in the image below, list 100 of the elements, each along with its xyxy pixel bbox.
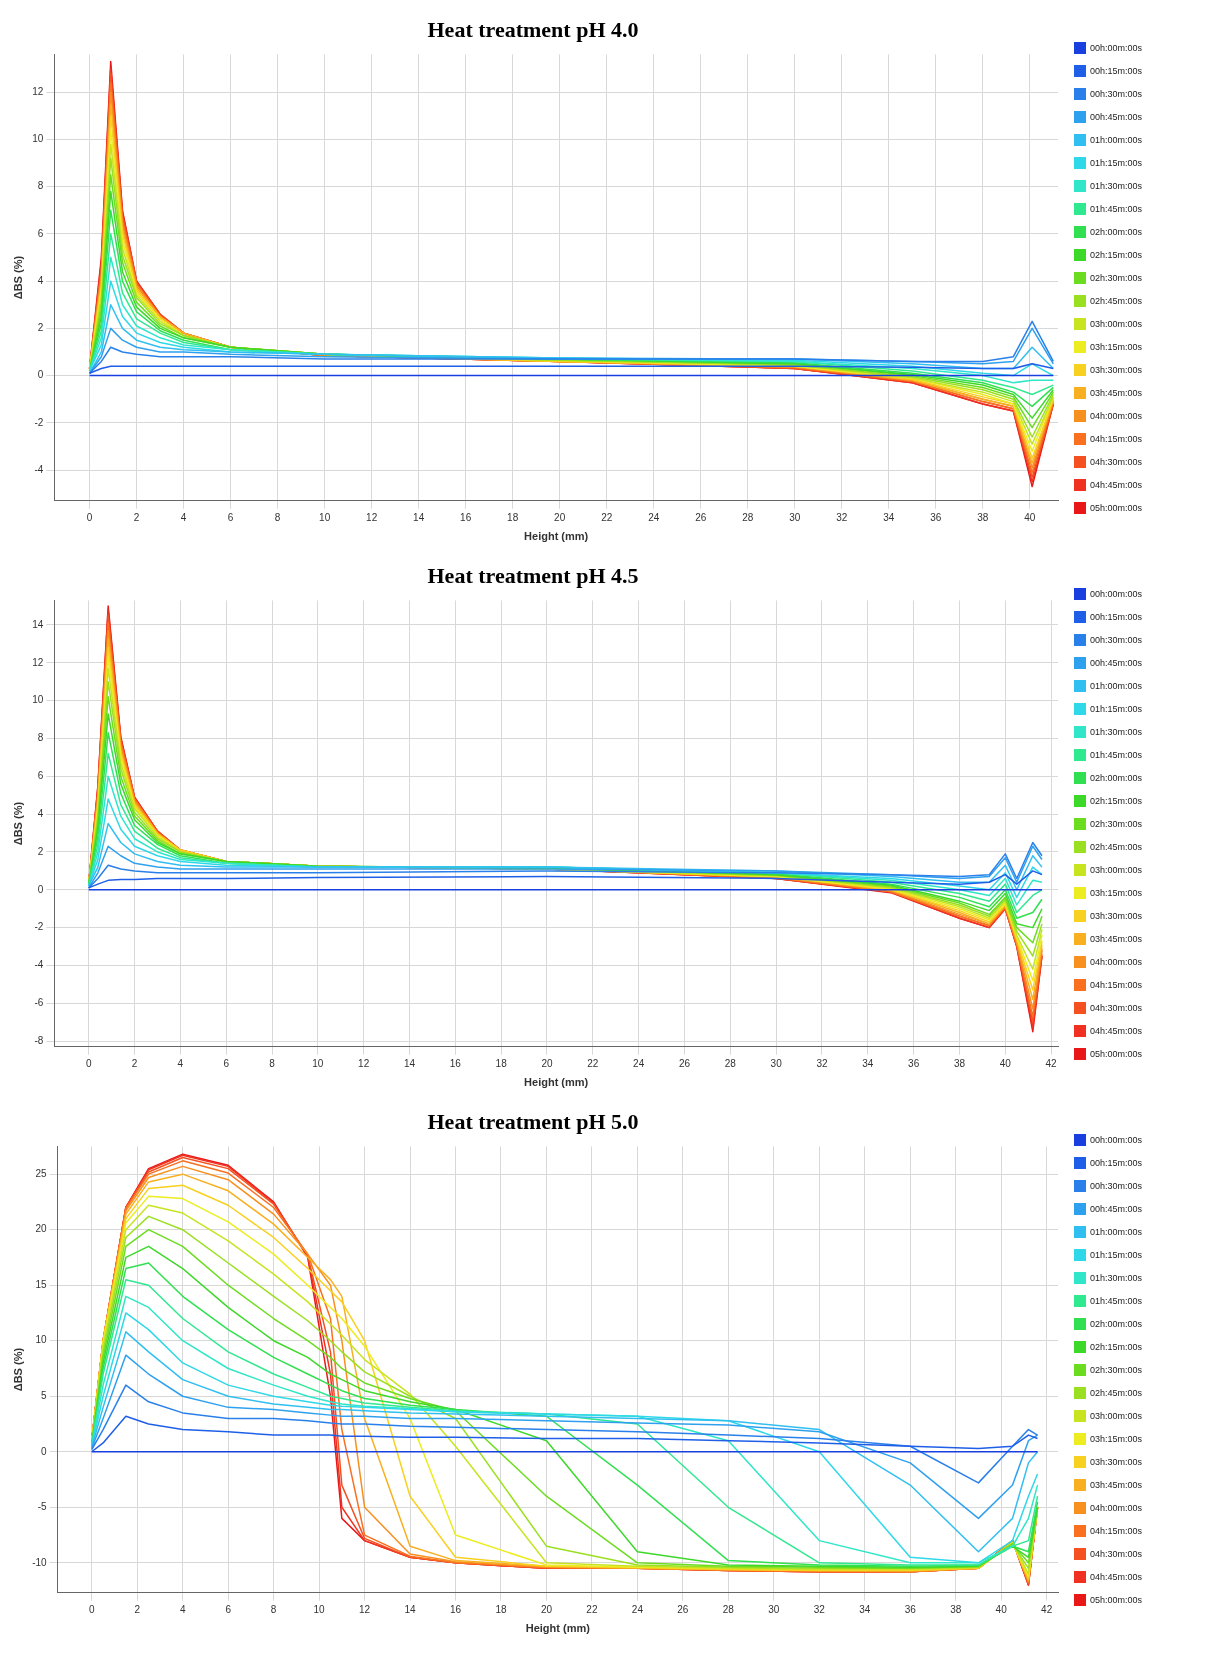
x-tick-label: 6: [227, 511, 234, 523]
legend-label: 00h:00m:00s: [1090, 1135, 1143, 1145]
legend-label: 03h:45m:00s: [1090, 934, 1143, 944]
y-tick-label: 15: [35, 1278, 48, 1290]
legend-label: 02h:45m:00s: [1090, 1388, 1143, 1398]
y-tick-label: 6: [37, 227, 44, 239]
x-tick-label: 40: [995, 1603, 1008, 1615]
y-tick-label: 0: [41, 1445, 48, 1457]
x-tick-label: 8: [270, 1603, 277, 1615]
y-tick-label: -2: [34, 416, 44, 428]
legend-label: 02h:00m:00s: [1090, 773, 1143, 783]
y-tick-label: 10: [32, 133, 44, 145]
x-tick-label: 40: [999, 1057, 1012, 1069]
legend-label: 04h:30m:00s: [1090, 1549, 1143, 1559]
chart-title: Heat treatment pH 4.0: [427, 16, 639, 42]
x-tick-label: 16: [449, 1057, 462, 1069]
y-tick-label: -2: [34, 921, 44, 933]
x-tick-label: 16: [449, 1603, 462, 1615]
legend-label: 04h:00m:00s: [1090, 1503, 1143, 1513]
x-tick-label: 10: [312, 1057, 324, 1069]
x-tick-label: 32: [813, 1603, 826, 1615]
legend-label: 04h:15m:00s: [1090, 434, 1143, 444]
legend-label: 01h:00m:00s: [1090, 1227, 1143, 1237]
x-tick-label: 4: [179, 1603, 186, 1615]
y-tick-label: -4: [34, 463, 44, 475]
x-tick-label: 0: [85, 1057, 92, 1069]
x-tick-label: 10: [319, 511, 331, 523]
y-tick-label: -6: [34, 997, 44, 1009]
y-tick-label: 10: [35, 1334, 48, 1346]
x-axis-title: Height (mm): [524, 530, 589, 543]
x-tick-label: 18: [495, 1057, 508, 1069]
x-tick-label: 0: [86, 511, 93, 523]
x-tick-label: 22: [587, 1057, 599, 1069]
x-axis-title: Height (mm): [525, 1622, 591, 1635]
x-tick-label: 42: [1045, 1057, 1058, 1069]
x-tick-label: 20: [554, 511, 566, 523]
chart-title: Heat treatment pH 4.5: [427, 562, 639, 588]
x-tick-label: 36: [908, 1057, 920, 1069]
legend-label: 04h:00m:00s: [1090, 957, 1143, 967]
x-tick-label: 20: [541, 1057, 553, 1069]
y-tick-label: 4: [37, 274, 44, 286]
x-tick-label: 10: [313, 1603, 326, 1615]
legend-label: 02h:30m:00s: [1090, 819, 1143, 829]
y-tick-label: 0: [37, 369, 44, 381]
y-axis-title: ΔBS (%): [11, 1347, 24, 1392]
legend-label: 01h:30m:00s: [1090, 181, 1143, 191]
legend-label: 00h:30m:00s: [1090, 635, 1143, 645]
y-axis-title: ΔBS (%): [11, 255, 24, 300]
legend-label: 04h:45m:00s: [1090, 1572, 1143, 1582]
legend-label: 00h:00m:00s: [1090, 43, 1143, 53]
legend-label: 03h:00m:00s: [1090, 865, 1143, 875]
y-tick-label: 2: [37, 322, 44, 334]
x-tick-label: 34: [862, 1057, 874, 1069]
x-tick-label: 12: [359, 1603, 371, 1615]
x-tick-label: 2: [131, 1057, 138, 1069]
x-tick-label: 16: [460, 511, 472, 523]
legend-label: 05h:00m:00s: [1090, 503, 1143, 513]
x-tick-label: 30: [768, 1603, 780, 1615]
x-tick-label: 4: [180, 511, 187, 523]
x-tick-label: 6: [223, 1057, 230, 1069]
legend-label: 03h:15m:00s: [1090, 342, 1143, 352]
legend-label: 00h:15m:00s: [1090, 1158, 1143, 1168]
y-tick-label: 25: [35, 1167, 48, 1179]
y-tick-label: 8: [37, 732, 44, 744]
legend-label: 05h:00m:00s: [1090, 1049, 1143, 1059]
y-tick-label: -10: [32, 1556, 48, 1568]
x-tick-label: 26: [677, 1603, 689, 1615]
x-tick-label: 18: [507, 511, 519, 523]
x-tick-label: 34: [859, 1603, 871, 1615]
y-tick-label: 20: [35, 1223, 48, 1235]
x-tick-label: 12: [358, 1057, 370, 1069]
x-tick-label: 8: [274, 511, 281, 523]
x-tick-label: 36: [904, 1603, 917, 1615]
x-tick-label: 28: [742, 511, 754, 523]
legend-label: 03h:30m:00s: [1090, 1457, 1143, 1467]
x-tick-label: 30: [770, 1057, 783, 1069]
x-tick-label: 38: [950, 1603, 962, 1615]
legend-label: 03h:15m:00s: [1090, 1434, 1143, 1444]
x-tick-label: 2: [133, 511, 140, 523]
legend-label: 02h:15m:00s: [1090, 1342, 1143, 1352]
y-tick-label: -5: [37, 1501, 48, 1513]
legend-label: 01h:15m:00s: [1090, 158, 1143, 168]
legend-label: 00h:30m:00s: [1090, 1181, 1143, 1191]
y-tick-label: 5: [41, 1390, 48, 1401]
legend-label: 03h:45m:00s: [1090, 1480, 1143, 1490]
x-tick-label: 38: [977, 511, 989, 523]
legend-label: 02h:45m:00s: [1090, 842, 1143, 852]
x-tick-label: 20: [540, 1603, 553, 1615]
x-tick-label: 6: [225, 1603, 232, 1615]
legend-label: 01h:45m:00s: [1090, 204, 1143, 214]
x-tick-label: 30: [789, 511, 801, 523]
legend-label: 04h:45m:00s: [1090, 480, 1143, 490]
legend-label: 05h:00m:00s: [1090, 1595, 1143, 1605]
y-tick-label: 6: [37, 770, 44, 782]
legend-label: 01h:15m:00s: [1090, 704, 1143, 714]
x-tick-label: 24: [633, 1057, 645, 1069]
x-tick-label: 8: [269, 1057, 276, 1069]
x-tick-label: 26: [678, 1057, 691, 1069]
x-tick-label: 4: [177, 1057, 184, 1069]
x-tick-label: 28: [722, 1603, 735, 1615]
